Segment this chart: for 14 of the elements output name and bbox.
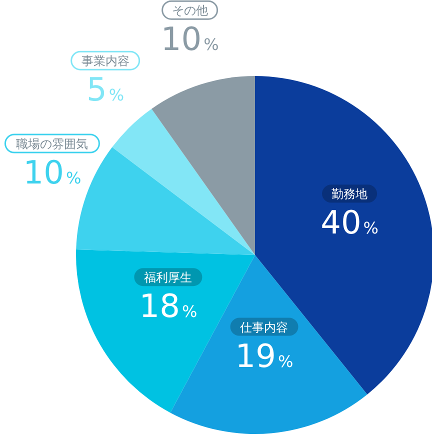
pie-slice [152,76,255,255]
slice-label: 事業内容 [81,54,130,68]
data-label: 19% [235,336,294,375]
slice-label: 仕事内容 [239,320,288,334]
slice-label: 職場の雰囲気 [16,137,88,152]
data-label: 40% [320,204,379,242]
data-label: 10% [23,154,82,192]
data-label: 18% [139,287,198,326]
slice-label: その他 [172,4,208,18]
data-label: 10% [160,20,219,58]
data-label: 5% [86,70,124,109]
slice-label: 勤務地 [332,187,368,202]
slice-label: 福利厚生 [144,270,192,285]
pie-slice [112,108,255,255]
